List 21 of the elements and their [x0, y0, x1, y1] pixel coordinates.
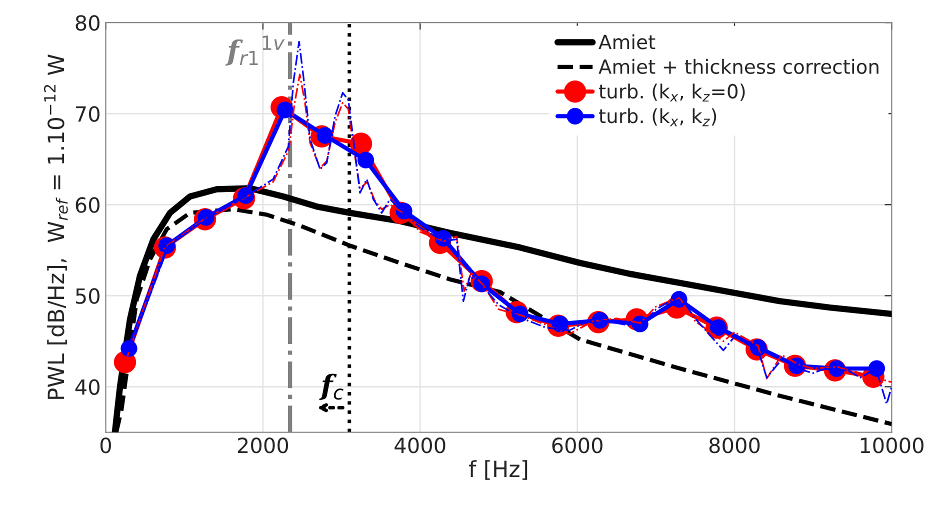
x-tick-label: 4000: [394, 438, 446, 454]
legend-label: turb. (k$_{x}$, k$_{z}$): [598, 108, 716, 126]
y-tick-label: 70: [76, 106, 100, 122]
y-axis-title: PWL [dB/Hz], W$_{ref}$ = 1.10$^{−12}$ W: [44, 54, 68, 399]
x-tick-label: 10000: [860, 438, 924, 454]
ref-line-label: f$_{r1}$$^{1v}$: [225, 36, 285, 66]
x-tick-label: 0: [100, 438, 111, 454]
y-tick-label: 60: [76, 197, 100, 213]
x-tick-label: 8000: [709, 438, 760, 454]
legend-label: Amiet + thickness correction: [598, 58, 878, 74]
legend-label: turb. (k$_{x}$, k$_{z}$=0): [598, 84, 745, 102]
legend-label: Amiet: [598, 34, 656, 50]
x-axis-title: f [Hz]: [468, 460, 528, 480]
point: [868, 360, 886, 377]
x-tick-label: 6000: [552, 438, 602, 454]
y-tick-label: 50: [76, 288, 100, 304]
ref-line-label: f$_{c}$: [319, 374, 344, 400]
point: [357, 152, 374, 168]
y-tick-label: 40: [75, 379, 100, 395]
y-tick-label: 80: [76, 15, 100, 31]
x-tick-label: 2000: [238, 438, 288, 454]
